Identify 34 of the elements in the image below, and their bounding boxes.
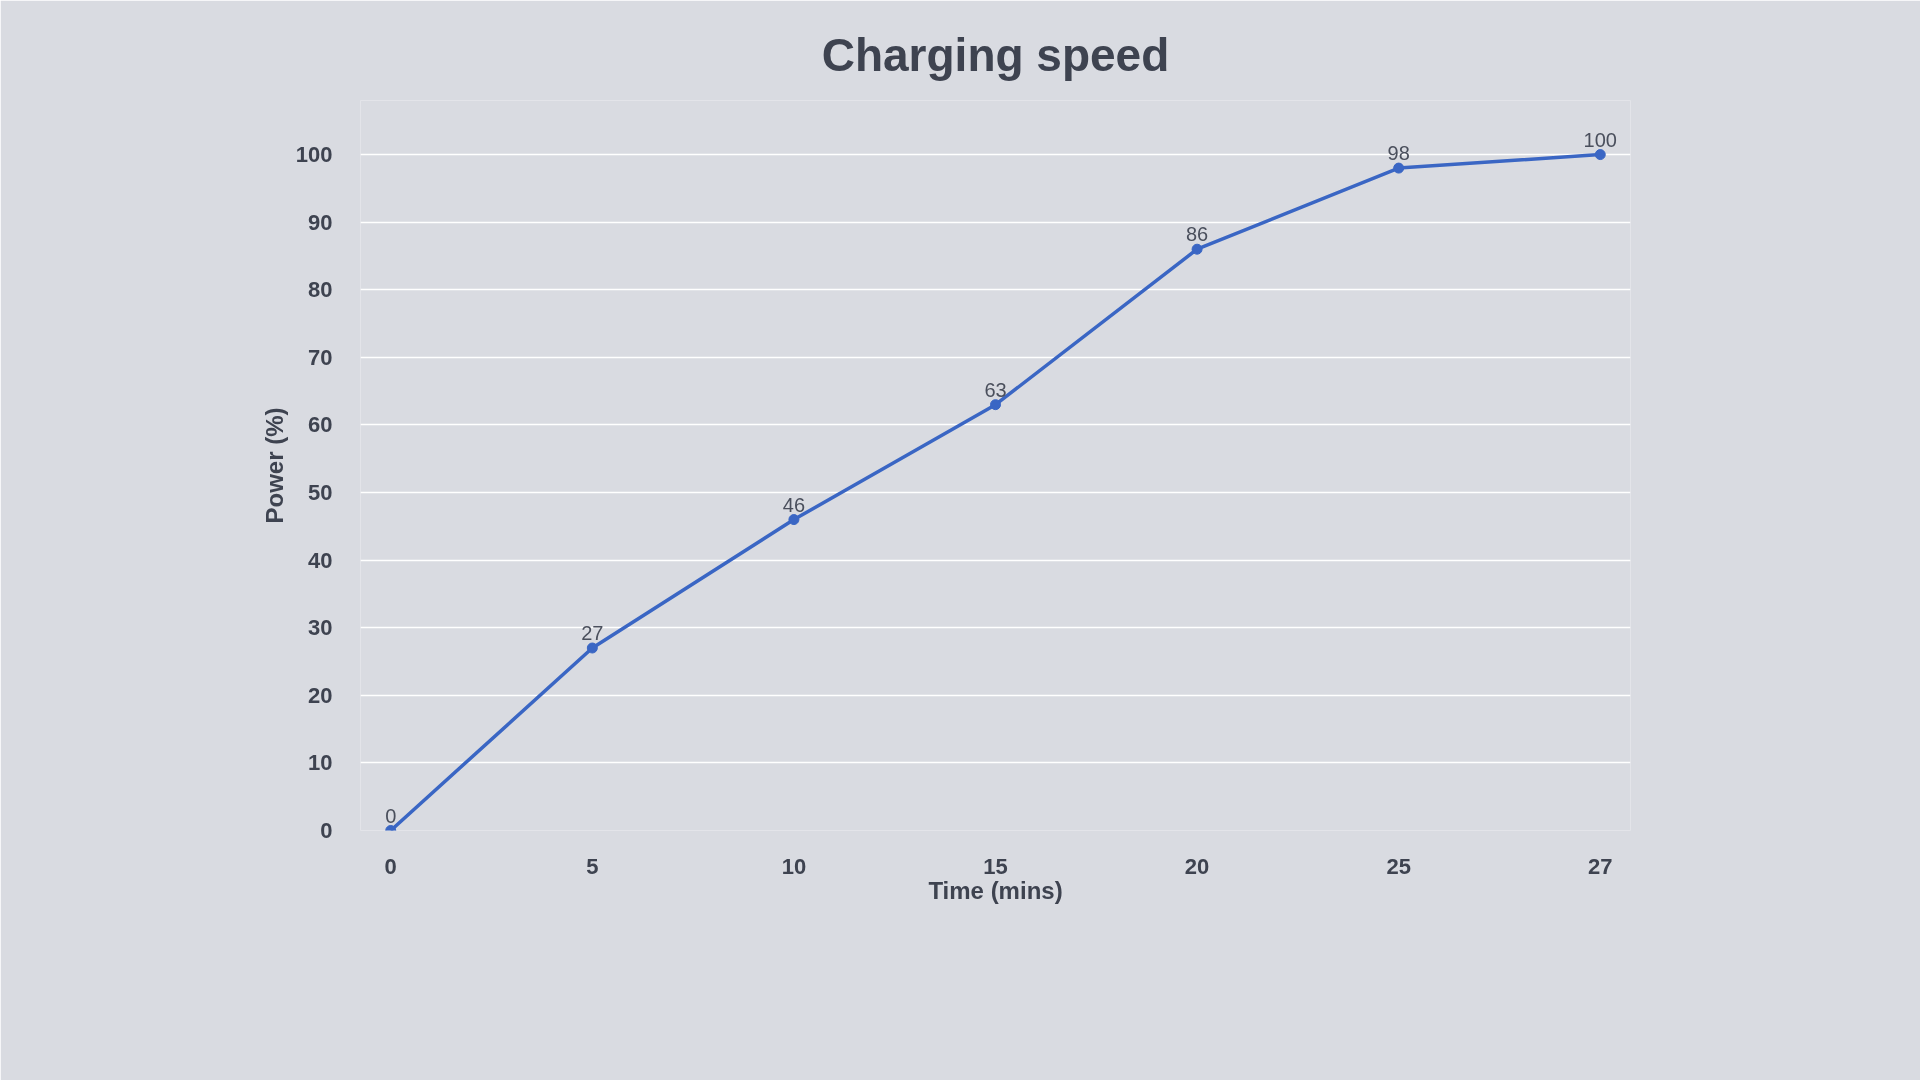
x-tick-label: 0 bbox=[384, 853, 397, 879]
chart-title: Charging speed bbox=[821, 28, 1170, 81]
y-tick-label: 70 bbox=[308, 344, 333, 370]
y-tick-label: 10 bbox=[308, 750, 333, 776]
point bbox=[1191, 243, 1203, 255]
point bbox=[1594, 149, 1606, 161]
data-label: 100 bbox=[1583, 128, 1617, 151]
data-label: 63 bbox=[984, 378, 1007, 401]
point bbox=[586, 642, 598, 654]
x-tick-label: 10 bbox=[781, 853, 807, 879]
point bbox=[788, 514, 800, 526]
y-tick-label: 20 bbox=[308, 682, 333, 708]
y-tick-label: 80 bbox=[308, 277, 333, 303]
y-axis-title: Power (%) bbox=[260, 407, 288, 524]
x-tick-label: 20 bbox=[1184, 853, 1210, 879]
data-label: 0 bbox=[385, 804, 397, 827]
y-tick-label: 50 bbox=[308, 480, 333, 506]
y-tick-label: 60 bbox=[308, 412, 333, 438]
data-label: 98 bbox=[1387, 142, 1410, 165]
y-tick-label: 100 bbox=[295, 142, 333, 168]
y-tick-label: 90 bbox=[308, 209, 333, 235]
x-tick-label: 27 bbox=[1588, 853, 1613, 879]
x-axis-title: Time (mins) bbox=[928, 876, 1063, 904]
data-label: 86 bbox=[1185, 223, 1209, 246]
point bbox=[990, 399, 1001, 411]
x-tick-label: 5 bbox=[586, 853, 599, 879]
y-tick-label: 0 bbox=[320, 818, 333, 843]
x-tick-label: 25 bbox=[1386, 853, 1411, 879]
y-tick-label: 40 bbox=[308, 547, 333, 573]
x-tick-label: 15 bbox=[983, 853, 1008, 879]
data-label: 27 bbox=[581, 622, 604, 644]
y-tick-label: 30 bbox=[308, 615, 333, 641]
data-label: 46 bbox=[782, 493, 806, 516]
point bbox=[1393, 162, 1405, 174]
